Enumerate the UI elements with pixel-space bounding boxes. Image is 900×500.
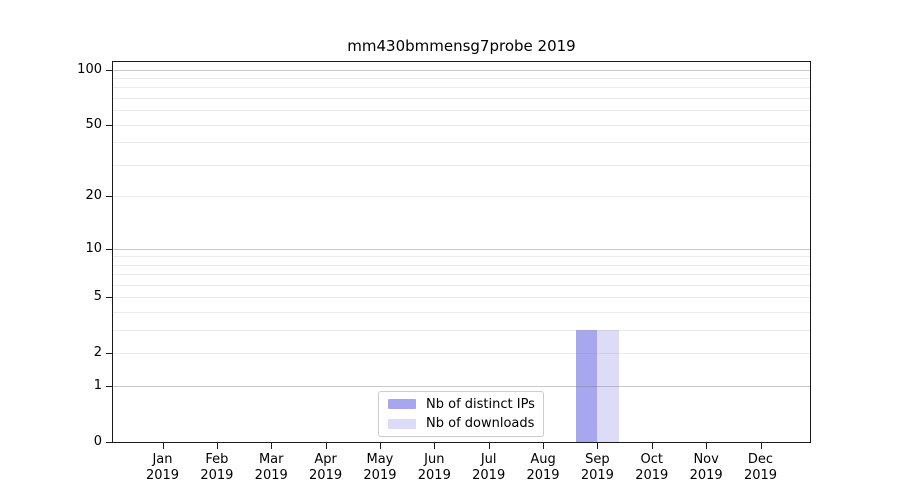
- y-tick-label-10: 10: [85, 240, 102, 256]
- legend-swatch-distinct-ips: [388, 399, 416, 410]
- x-tick-jul: [488, 443, 490, 449]
- x-tick-apr: [325, 443, 327, 449]
- x-tick-label-sep: Sep 2019: [562, 452, 632, 484]
- x-label-month: Feb: [205, 452, 229, 467]
- legend-entry-distinct-ips: Nb of distinct IPs: [388, 396, 535, 413]
- x-label-month: Jun: [424, 452, 445, 467]
- x-label-year: 2019: [200, 468, 234, 483]
- x-label-year: 2019: [363, 468, 397, 483]
- x-tick-feb: [216, 443, 218, 449]
- y-tick-10: [106, 248, 112, 250]
- x-tick-label-nov: Nov 2019: [671, 452, 741, 484]
- x-label-month: Jul: [480, 452, 497, 467]
- gridline-minor-5: [113, 297, 810, 299]
- x-tick-may: [379, 443, 381, 449]
- x-label-month: Oct: [640, 452, 663, 467]
- grid-layer: [113, 62, 810, 442]
- gridline-minor-7: [113, 274, 810, 276]
- gridline-major-100: [113, 69, 810, 71]
- gridline-minor-9: [113, 256, 810, 258]
- x-tick-label-jun: Jun 2019: [399, 452, 469, 484]
- y-tick-label-2: 2: [93, 345, 102, 361]
- x-label-year: 2019: [145, 468, 180, 483]
- x-tick-oct: [651, 443, 653, 449]
- y-tick-0: [106, 442, 112, 443]
- gridline-minor-30: [113, 164, 810, 166]
- x-label-month: Apr: [314, 452, 337, 467]
- x-label-year: 2019: [472, 468, 506, 483]
- x-label-month: Jan: [152, 452, 173, 467]
- y-tick-100: [106, 69, 112, 71]
- x-label-year: 2019: [309, 468, 343, 483]
- gridline-minor-70: [113, 98, 810, 100]
- gridline-minor-6: [113, 284, 810, 286]
- legend: Nb of distinct IPs Nb of downloads: [378, 391, 544, 437]
- gridline-minor-20: [113, 196, 810, 198]
- x-tick-label-mar: Mar 2019: [236, 452, 306, 484]
- x-label-year: 2019: [743, 468, 778, 483]
- x-label-year: 2019: [689, 468, 723, 483]
- gridline-minor-90: [113, 78, 810, 80]
- x-tick-label-may: May 2019: [345, 452, 415, 484]
- x-tick-dec: [760, 443, 762, 449]
- x-label-year: 2019: [526, 468, 560, 483]
- x-label-year: 2019: [580, 468, 614, 483]
- legend-label-downloads: Nb of downloads: [426, 416, 535, 432]
- x-label-month: Sep: [585, 452, 610, 467]
- x-tick-jan: [162, 443, 164, 449]
- x-label-month: Aug: [530, 452, 556, 467]
- y-tick-1: [106, 386, 112, 388]
- x-tick-label-jul: Jul 2019: [454, 452, 524, 484]
- bar-nb-of-distinct-ips-sep: [575, 330, 598, 442]
- y-tick-label-5: 5: [93, 289, 102, 305]
- x-tick-label-aug: Aug 2019: [508, 452, 578, 484]
- y-tick-2: [106, 353, 112, 355]
- y-tick-label-100: 100: [77, 61, 102, 77]
- gridline-minor-8: [113, 264, 810, 266]
- gridline-minor-40: [113, 142, 810, 144]
- x-tick-label-apr: Apr 2019: [291, 452, 361, 484]
- bar-nb-of-downloads-sep: [597, 330, 619, 442]
- legend-entry-downloads: Nb of downloads: [388, 416, 534, 433]
- y-tick-label-1: 1: [93, 378, 102, 394]
- x-label-month: Nov: [693, 452, 719, 467]
- x-label-month: Dec: [747, 452, 774, 467]
- chart-title: mm430bmmensg7probe 2019: [347, 37, 576, 55]
- y-tick-label-20: 20: [85, 188, 102, 204]
- x-tick-jun: [434, 443, 436, 449]
- y-tick-5: [106, 297, 112, 299]
- x-tick-mar: [271, 443, 273, 449]
- y-tick-20: [106, 196, 112, 198]
- legend-swatch-downloads: [388, 418, 416, 429]
- gridline-major-10: [113, 248, 810, 250]
- gridline-minor-2: [113, 353, 810, 355]
- x-tick-label-feb: Feb 2019: [182, 452, 252, 484]
- x-label-month: Mar: [258, 452, 284, 467]
- x-tick-label-dec: Dec 2019: [726, 452, 796, 484]
- gridline-major-1: [113, 386, 810, 388]
- gridline-minor-3: [113, 330, 810, 332]
- x-label-year: 2019: [254, 468, 288, 483]
- y-tick-50: [106, 124, 112, 126]
- x-tick-label-oct: Oct 2019: [617, 452, 687, 484]
- x-label-year: 2019: [417, 468, 451, 483]
- gridline-minor-80: [113, 87, 810, 89]
- y-tick-label-0: 0: [93, 434, 102, 449]
- gridline-minor-60: [113, 110, 810, 112]
- gridline-minor-50: [113, 124, 810, 126]
- x-label-month: May: [366, 452, 394, 467]
- x-tick-label-jan: Jan 2019: [128, 452, 198, 484]
- x-tick-nov: [706, 443, 708, 449]
- x-tick-sep: [597, 443, 599, 449]
- x-label-year: 2019: [635, 468, 669, 483]
- legend-label-distinct-ips: Nb of distinct IPs: [426, 396, 535, 412]
- gridline-minor-4: [113, 312, 810, 314]
- y-tick-label-50: 50: [85, 116, 102, 132]
- plot-area: [112, 61, 811, 443]
- x-tick-aug: [543, 443, 545, 449]
- bar-layer: [113, 62, 810, 442]
